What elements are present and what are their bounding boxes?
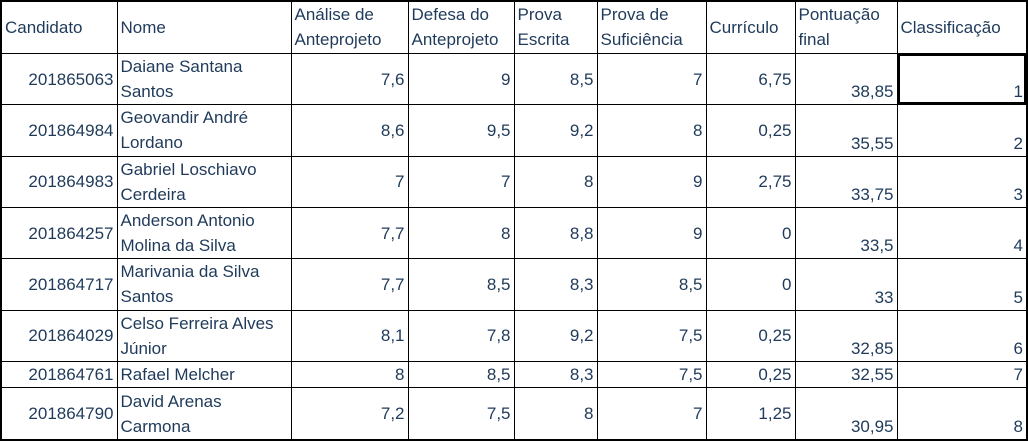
header-analise[interactable]: Análise de Anteprojeto xyxy=(290,0,409,54)
header-curriculo[interactable]: Currículo xyxy=(705,0,796,54)
cell-classificacao[interactable]: 4 xyxy=(896,206,1028,260)
cell-nome[interactable]: David Arenas Carmona xyxy=(116,387,292,441)
header-pontuacao[interactable]: Pontuação final xyxy=(794,0,898,54)
cell-nome[interactable]: Daiane Santana Santos xyxy=(116,52,292,106)
cell-analise[interactable]: 8,1 xyxy=(290,309,409,362)
cell-prova-escrita[interactable]: 8,3 xyxy=(513,258,598,311)
cell-prova-suficiencia[interactable]: 7,5 xyxy=(596,360,707,389)
cell-defesa[interactable]: 7,5 xyxy=(407,387,515,441)
cell-candidato[interactable]: 201864983 xyxy=(0,155,118,208)
header-prova-suficiencia[interactable]: Prova de Suficiência xyxy=(596,0,707,54)
cell-defesa[interactable]: 8,5 xyxy=(407,360,515,389)
cell-prova-suficiencia[interactable]: 9 xyxy=(596,206,707,260)
cell-analise[interactable]: 7,6 xyxy=(290,52,409,106)
header-candidato[interactable]: Candidato xyxy=(0,0,118,54)
cell-analise[interactable]: 8,6 xyxy=(290,104,409,157)
cell-candidato[interactable]: 201864029 xyxy=(0,309,118,362)
cell-curriculo[interactable]: 2,75 xyxy=(705,155,796,208)
cell-curriculo[interactable]: 0 xyxy=(705,206,796,260)
cell-analise[interactable]: 7,7 xyxy=(290,258,409,311)
cell-candidato[interactable]: 201865063 xyxy=(0,52,118,106)
cell-defesa[interactable]: 8 xyxy=(407,206,515,260)
cell-candidato[interactable]: 201864761 xyxy=(0,360,118,389)
cell-prova-escrita[interactable]: 8,8 xyxy=(513,206,598,260)
cell-classificacao[interactable]: 6 xyxy=(896,309,1028,362)
cell-nome[interactable]: Celso Ferreira Alves Júnior xyxy=(116,309,292,362)
cell-prova-suficiencia[interactable]: 8 xyxy=(596,104,707,157)
cell-prova-escrita[interactable]: 9,2 xyxy=(513,104,598,157)
cell-nome[interactable]: Anderson Antonio Molina da Silva xyxy=(116,206,292,260)
header-row: Candidato Nome Análise de Anteprojeto De… xyxy=(0,0,1028,54)
header-defesa[interactable]: Defesa do Anteprojeto xyxy=(407,0,515,54)
cell-pontuacao[interactable]: 33 xyxy=(794,258,898,311)
cell-defesa[interactable]: 8,5 xyxy=(407,258,515,311)
cell-curriculo[interactable]: 0,25 xyxy=(705,360,796,389)
cell-prova-escrita[interactable]: 8 xyxy=(513,387,598,441)
table-row: 201864257 Anderson Antonio Molina da Silv… xyxy=(0,206,1028,260)
cell-nome[interactable]: Geovandir André Lordano xyxy=(116,104,292,157)
table-row: 201864983 Gabriel Loschiavo Cerdeira 7 7 8 9 2… xyxy=(0,155,1028,208)
cell-candidato[interactable]: 201864790 xyxy=(0,387,118,441)
cell-analise[interactable]: 7 xyxy=(290,155,409,208)
header-classificacao[interactable]: Classificação xyxy=(896,0,1028,54)
cell-analise[interactable]: 8 xyxy=(290,360,409,389)
cell-curriculo[interactable]: 0,25 xyxy=(705,104,796,157)
cell-nome[interactable]: Marivania da Silva Santos xyxy=(116,258,292,311)
cell-analise[interactable]: 7,7 xyxy=(290,206,409,260)
cell-prova-escrita[interactable]: 8 xyxy=(513,155,598,208)
cell-prova-suficiencia[interactable]: 7,5 xyxy=(596,309,707,362)
cell-classificacao[interactable]: 1 xyxy=(896,52,1028,106)
cell-prova-suficiencia[interactable]: 8,5 xyxy=(596,258,707,311)
cell-pontuacao[interactable]: 35,55 xyxy=(794,104,898,157)
header-prova-escrita[interactable]: Prova Escrita xyxy=(513,0,598,54)
header-nome[interactable]: Nome xyxy=(116,0,292,54)
cell-defesa[interactable]: 9 xyxy=(407,52,515,106)
cell-nome[interactable]: Rafael Melcher xyxy=(116,360,292,389)
cell-pontuacao[interactable]: 33,5 xyxy=(794,206,898,260)
cell-defesa[interactable]: 7,8 xyxy=(407,309,515,362)
cell-prova-escrita[interactable]: 8,5 xyxy=(513,52,598,106)
table-row: 201864761 Rafael Melcher 8 8,5 8,3 7,5 0,25 32,… xyxy=(0,360,1028,389)
cell-curriculo[interactable]: 0 xyxy=(705,258,796,311)
cell-prova-suficiencia[interactable]: 7 xyxy=(596,52,707,106)
cell-pontuacao[interactable]: 30,95 xyxy=(794,387,898,441)
cell-prova-escrita[interactable]: 8,3 xyxy=(513,360,598,389)
cell-prova-suficiencia[interactable]: 9 xyxy=(596,155,707,208)
cell-pontuacao[interactable]: 33,75 xyxy=(794,155,898,208)
cell-classificacao[interactable]: 7 xyxy=(896,360,1028,389)
cell-curriculo[interactable]: 6,75 xyxy=(705,52,796,106)
cell-classificacao[interactable]: 2 xyxy=(896,104,1028,157)
cell-analise[interactable]: 7,2 xyxy=(290,387,409,441)
cell-candidato[interactable]: 201864257 xyxy=(0,206,118,260)
cell-classificacao[interactable]: 8 xyxy=(896,387,1028,441)
cell-candidato[interactable]: 201864984 xyxy=(0,104,118,157)
cell-classificacao[interactable]: 5 xyxy=(896,258,1028,311)
cell-candidato[interactable]: 201864717 xyxy=(0,258,118,311)
cell-curriculo[interactable]: 1,25 xyxy=(705,387,796,441)
table-row: 201864029 Celso Ferreira Alves Júnior 8,1 7… xyxy=(0,309,1028,362)
cell-curriculo[interactable]: 0,25 xyxy=(705,309,796,362)
cell-defesa[interactable]: 9,5 xyxy=(407,104,515,157)
table-row: 201864717 Marivania da Silva Santos 7,7 8,5… xyxy=(0,258,1028,311)
cell-defesa[interactable]: 7 xyxy=(407,155,515,208)
cell-prova-escrita[interactable]: 9,2 xyxy=(513,309,598,362)
cell-nome[interactable]: Gabriel Loschiavo Cerdeira xyxy=(116,155,292,208)
table-row: 201865063 Daiane Santana Santos 7,6 9 8,5 7 6,… xyxy=(0,52,1028,106)
cell-prova-suficiencia[interactable]: 7 xyxy=(596,387,707,441)
cell-pontuacao[interactable]: 32,85 xyxy=(794,309,898,362)
cell-pontuacao[interactable]: 38,85 xyxy=(794,52,898,106)
cell-classificacao[interactable]: 3 xyxy=(896,155,1028,208)
table-row: 201864790 David Arenas Carmona 7,2 7,5 8 7 1,2… xyxy=(0,387,1028,441)
cell-pontuacao[interactable]: 32,55 xyxy=(794,360,898,389)
table-row: 201864984 Geovandir André Lordano 8,6 9,5 9,… xyxy=(0,104,1028,157)
